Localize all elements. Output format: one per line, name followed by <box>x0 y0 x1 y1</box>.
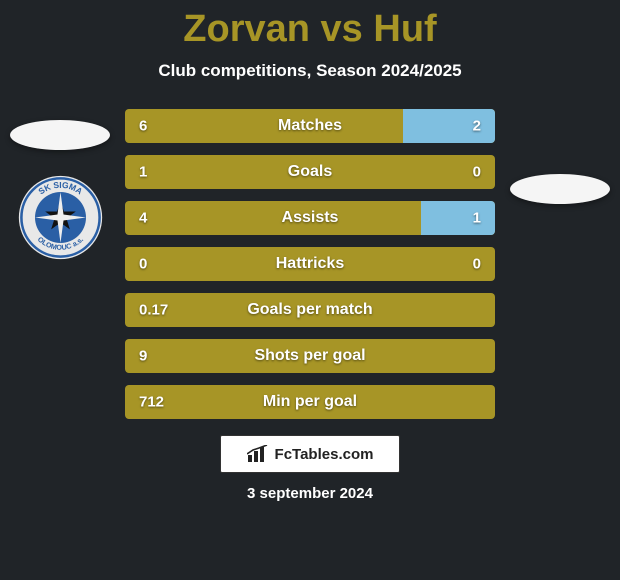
stat-label: Min per goal <box>125 393 495 411</box>
stat-row: Shots per goal9 <box>125 339 495 373</box>
date-label: 3 september 2024 <box>0 485 620 502</box>
club-crest-left: SK SIGMA OLOMOUC a.s. <box>18 175 103 260</box>
stat-value-left: 1 <box>139 164 147 181</box>
stat-label: Shots per goal <box>125 347 495 365</box>
stat-value-left: 4 <box>139 210 147 227</box>
stat-row: Assists4 1 <box>125 201 495 235</box>
stat-value-left: 9 <box>139 348 147 365</box>
comparison-bars: Matches62Goals10Assists41Hattricks00Goal… <box>125 109 495 419</box>
watermark-text: FcTables.com <box>275 446 374 463</box>
chart-icon <box>247 445 269 463</box>
stat-label: Hattricks <box>125 255 495 273</box>
page-title: Zorvan vs Huf <box>0 0 620 51</box>
stat-label: Matches <box>125 117 495 135</box>
stat-value-right: 0 <box>473 164 481 181</box>
stat-value-left: 0 <box>139 256 147 273</box>
stat-value-right: 1 <box>473 210 481 227</box>
stat-value-right: 0 <box>473 256 481 273</box>
stat-value-right: 2 <box>473 118 481 135</box>
country-flag-right <box>510 174 610 204</box>
stat-value-left: 6 <box>139 118 147 135</box>
page-subtitle: Club competitions, Season 2024/2025 <box>0 61 620 81</box>
stat-label: Assists <box>125 209 495 227</box>
stat-row: Goals1 0 <box>125 155 495 189</box>
stat-value-left: 0.17 <box>139 302 168 319</box>
stat-label: Goals per match <box>125 301 495 319</box>
stat-row: Goals per match0.17 <box>125 293 495 327</box>
watermark: FcTables.com <box>220 435 400 473</box>
stat-row: Min per goal712 <box>125 385 495 419</box>
country-flag-left <box>10 120 110 150</box>
stat-row: Matches6 2 <box>125 109 495 143</box>
stat-value-left: 712 <box>139 394 164 411</box>
stat-row: Hattricks0 0 <box>125 247 495 281</box>
stat-label: Goals <box>125 163 495 181</box>
